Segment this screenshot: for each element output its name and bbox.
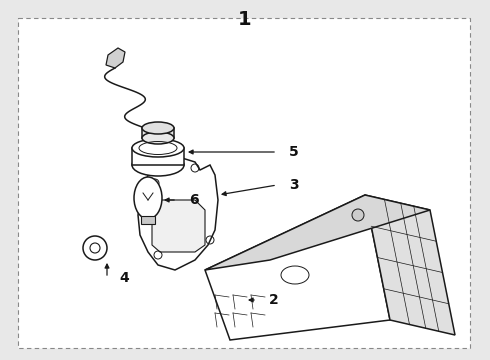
FancyBboxPatch shape bbox=[142, 128, 174, 138]
Ellipse shape bbox=[142, 122, 174, 134]
Text: 5: 5 bbox=[289, 145, 299, 159]
Text: 4: 4 bbox=[119, 271, 129, 285]
Ellipse shape bbox=[134, 177, 162, 219]
Polygon shape bbox=[205, 195, 390, 340]
Text: 2: 2 bbox=[269, 293, 279, 307]
Polygon shape bbox=[152, 200, 205, 252]
Ellipse shape bbox=[142, 132, 174, 144]
FancyBboxPatch shape bbox=[141, 216, 155, 224]
Polygon shape bbox=[138, 158, 218, 270]
Text: 3: 3 bbox=[289, 178, 298, 192]
FancyBboxPatch shape bbox=[18, 18, 470, 348]
Text: 1: 1 bbox=[238, 10, 252, 29]
Ellipse shape bbox=[132, 139, 184, 157]
Polygon shape bbox=[365, 195, 455, 335]
Ellipse shape bbox=[132, 154, 184, 176]
FancyBboxPatch shape bbox=[132, 148, 184, 165]
Circle shape bbox=[83, 236, 107, 260]
Polygon shape bbox=[205, 195, 430, 270]
Text: 6: 6 bbox=[189, 193, 198, 207]
Polygon shape bbox=[106, 48, 125, 68]
Circle shape bbox=[352, 209, 364, 221]
